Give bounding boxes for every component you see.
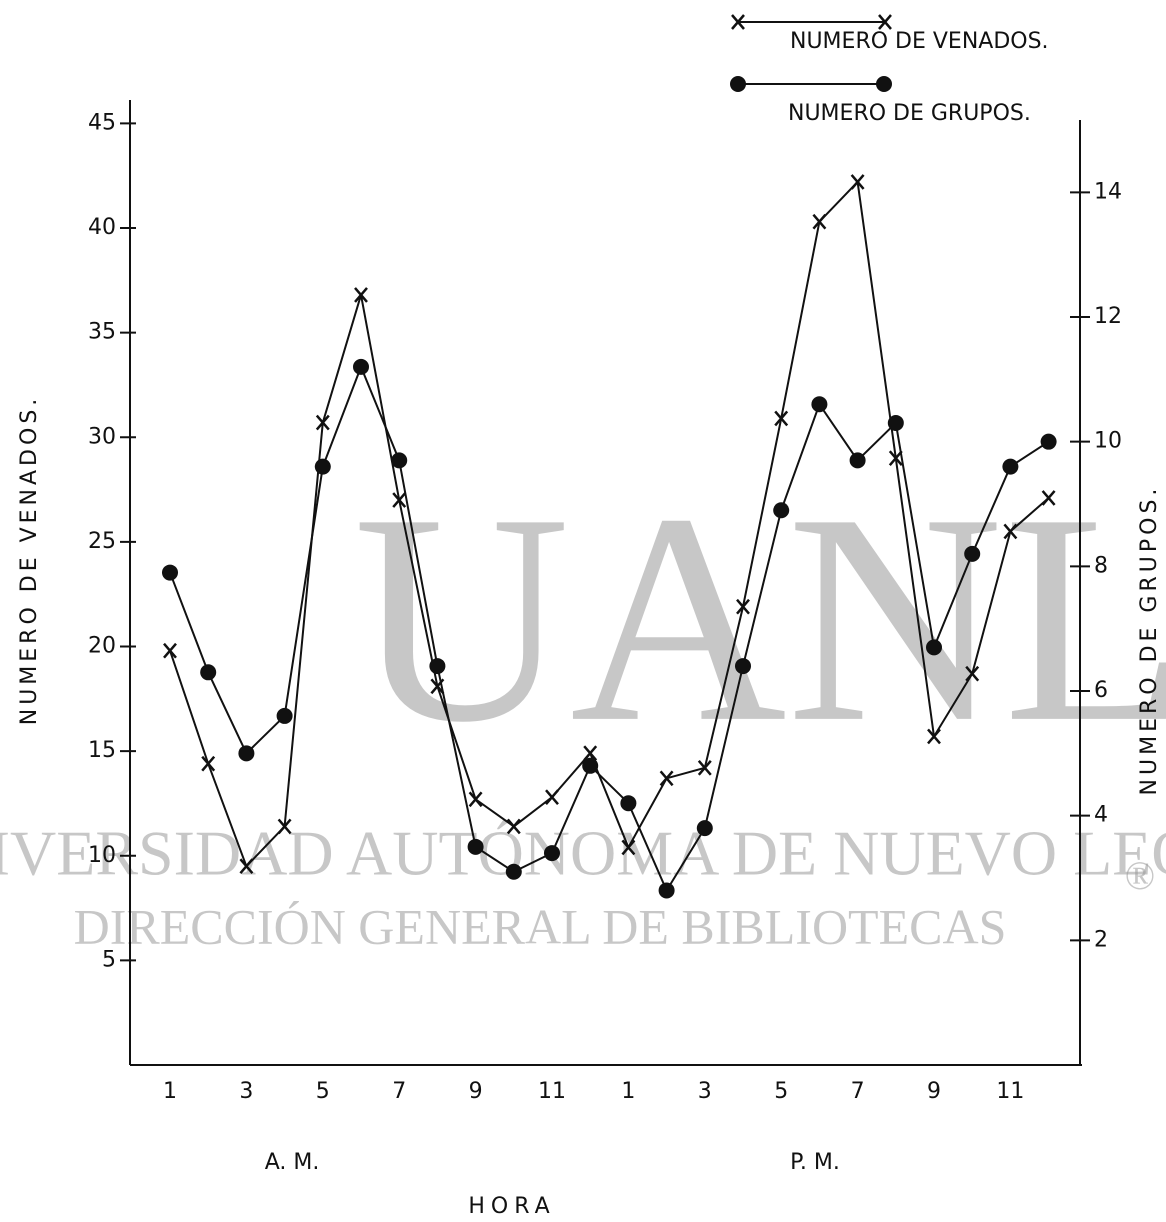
watermark-logo: UANL [353, 452, 1166, 784]
point-x [468, 791, 483, 808]
point-x [1003, 523, 1018, 540]
legend-label: NUMERO DE GRUPOS. [788, 101, 1031, 126]
y-tick-label: 25 [88, 529, 116, 554]
point-dot [353, 358, 369, 375]
y-tick-label: 45 [88, 110, 116, 135]
x-tick-label: 5 [774, 1079, 788, 1104]
y-tick-label: 40 [88, 215, 116, 240]
point-x [506, 818, 521, 835]
point-dot [620, 795, 637, 812]
watermark-line: UNIVERSIDAD AUTÓNOMA DE NUEVO LEÓN [0, 818, 1166, 889]
point-x [927, 728, 941, 745]
point-x [277, 818, 292, 835]
series-line [169, 364, 1050, 893]
point-x [965, 665, 980, 682]
point-dot [964, 545, 981, 562]
x-tick-label: 7 [851, 1079, 865, 1104]
y-tick-label: 30 [88, 424, 116, 449]
annotation: P. M. [790, 1150, 840, 1175]
x-tick-label: 7 [392, 1079, 406, 1104]
point-x [1041, 490, 1056, 506]
point-dot [658, 882, 675, 899]
point-dot [467, 838, 484, 855]
point-x [621, 839, 636, 856]
point-x [354, 287, 368, 303]
point-dot [887, 414, 904, 431]
point-x [736, 598, 750, 615]
point-x [659, 770, 674, 787]
x-tick-label: 1 [621, 1079, 635, 1104]
y2-tick-label: 10 [1094, 429, 1122, 454]
y-tick-label: 5 [102, 947, 116, 972]
y2-axis-label: NUMERO DE GRUPOS. [1137, 485, 1162, 796]
legend-marker [730, 76, 746, 92]
point-x [888, 450, 903, 466]
point-dot [696, 820, 713, 837]
y2-tick-label: 12 [1094, 304, 1122, 329]
x-tick-label: 9 [927, 1079, 941, 1104]
point-x [774, 410, 789, 427]
point-dot [162, 564, 178, 581]
point-dot [773, 502, 790, 519]
y2-tick-label: 6 [1094, 678, 1108, 703]
y2-tick-label: 8 [1094, 553, 1108, 578]
y-tick-label: 10 [88, 843, 116, 868]
point-dot [505, 863, 522, 880]
watermark-line: DIRECCIÓN GENERAL DE BIBLIOTECAS [74, 898, 1007, 954]
point-dot [1040, 433, 1057, 450]
legend-marker [876, 76, 892, 92]
point-dot [238, 745, 255, 762]
legend-marker [731, 14, 892, 30]
point-dot [582, 757, 599, 774]
x-tick-label: 11 [538, 1079, 566, 1104]
point-x [583, 745, 598, 762]
point-dot [926, 639, 942, 656]
x-tick-label: 11 [996, 1079, 1024, 1104]
watermark-mark: ® [1125, 853, 1155, 898]
point-dot [735, 658, 751, 675]
legend-label: NUMERO DE VENADOS. [790, 29, 1049, 54]
point-x [697, 760, 712, 776]
series-line [169, 179, 1050, 869]
point-x [315, 414, 330, 431]
point-x [392, 492, 407, 508]
y-tick-label: 20 [88, 634, 116, 659]
point-dot [276, 707, 293, 724]
point-x [239, 858, 254, 875]
point-dot [811, 396, 828, 413]
x-tick-label: 9 [469, 1079, 483, 1104]
point-x [812, 213, 827, 230]
x-tick-label: 3 [239, 1079, 253, 1104]
y2-tick-label: 2 [1094, 927, 1108, 952]
y2-tick-label: 14 [1094, 179, 1122, 204]
point-dot [314, 458, 331, 475]
x-tick-label: 3 [698, 1079, 712, 1104]
point-dot [391, 452, 408, 469]
point-dot [200, 664, 217, 681]
x-tick-label: 1 [163, 1079, 177, 1104]
x-tick-label: 5 [316, 1079, 330, 1104]
point-x [163, 642, 177, 659]
point-dot [429, 658, 446, 675]
x-axis-label: HORA [468, 1194, 555, 1219]
point-x [545, 789, 559, 805]
y-tick-label: 35 [88, 320, 116, 345]
point-dot [1002, 458, 1019, 475]
y-tick-label: 15 [88, 738, 116, 763]
point-x [201, 755, 216, 772]
point-dot [544, 845, 560, 862]
point-x [850, 174, 865, 190]
annotation: A. M. [265, 1150, 320, 1175]
y2-tick-label: 4 [1094, 803, 1108, 828]
y-axis-label: NUMERO DE VENADOS. [17, 395, 42, 726]
point-dot [849, 452, 866, 469]
